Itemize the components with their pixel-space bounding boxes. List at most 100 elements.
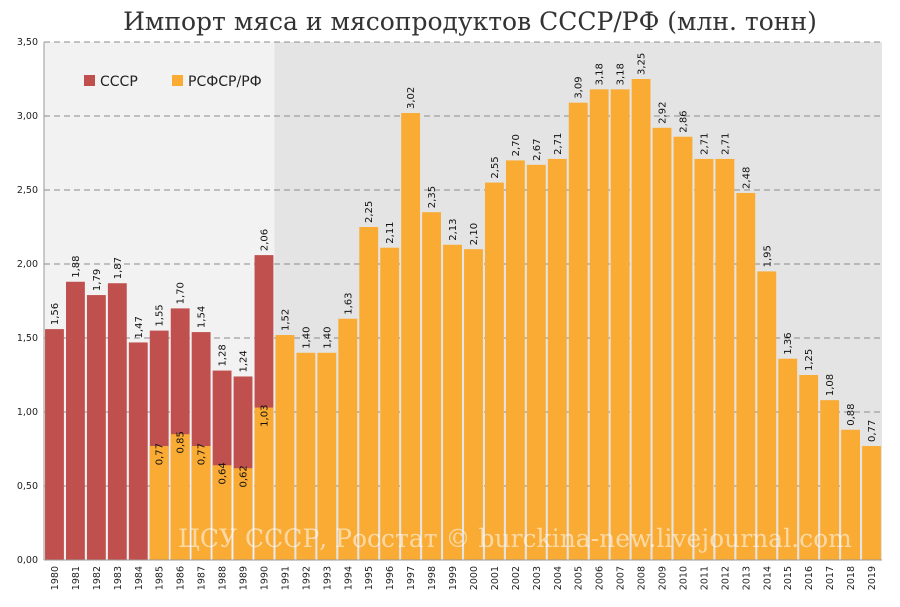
- y-tick-label: 2,00: [17, 259, 38, 270]
- x-tick-label: 1995: [364, 566, 375, 590]
- data-label-rf-2004: 2,71: [553, 133, 564, 155]
- legend-label-2: РСФСР/РФ: [188, 74, 262, 90]
- data-label-rf-2017: 1,08: [825, 374, 836, 396]
- bars: [45, 79, 881, 561]
- x-tick-label: 2009: [658, 566, 669, 590]
- x-tick-label: 2007: [616, 566, 627, 590]
- x-tick-label: 2004: [553, 566, 564, 590]
- x-tick-label: 2018: [846, 566, 857, 590]
- axes: 0,00 0,50 1,00 1,50 2,00 2,50 3,00 3,50 1980 1981…: [17, 37, 882, 590]
- data-label-rf-1996: 2,11: [385, 221, 396, 243]
- x-tick-label: 1983: [113, 566, 124, 590]
- y-tick-label: 1,50: [17, 333, 38, 344]
- data-label-rf-1987: 0,77: [197, 443, 208, 465]
- x-tick-label: 2014: [762, 566, 773, 590]
- data-label-rf-1989: 0,62: [239, 465, 250, 487]
- bar-rf-2009: [652, 127, 672, 560]
- legend-swatch-2: [172, 75, 183, 86]
- x-tick-label: 2000: [469, 566, 480, 590]
- data-label-rf-2003: 2,67: [532, 139, 543, 161]
- bar-rf-2017: [820, 400, 840, 560]
- bar-ussr-1981: [65, 281, 85, 560]
- bar-rf-1995: [359, 227, 379, 560]
- bar-rf-2001: [484, 182, 504, 560]
- data-label-rf-1985: 0,77: [155, 443, 166, 465]
- data-label-rf-2010: 2,86: [678, 110, 689, 132]
- bar-rf-1993: [317, 352, 337, 560]
- data-label-rf-2000: 2,10: [469, 223, 480, 245]
- bar-rf-2008: [631, 79, 651, 560]
- x-tick-label: 2008: [637, 566, 648, 590]
- bar-rf-1999: [443, 244, 462, 560]
- bar-ussr-1982: [86, 295, 106, 560]
- x-tick-label: 1985: [155, 566, 166, 590]
- x-tick-label: 2002: [511, 566, 522, 590]
- bar-rf-1988: [212, 465, 232, 560]
- x-tick-label: 1987: [197, 566, 208, 590]
- bar-rf-1986: [170, 434, 190, 560]
- bar-rf-2015: [778, 358, 798, 560]
- background-layer: [44, 42, 882, 560]
- bar-rf-1991: [275, 335, 295, 560]
- data-label-rf-2006: 3,18: [595, 63, 606, 85]
- x-tick-label: 1986: [176, 566, 187, 590]
- data-label-ussr-1986: 1,70: [176, 282, 187, 304]
- bar-rf-1997: [401, 113, 421, 560]
- x-tick-label: 2010: [678, 566, 689, 590]
- bar-rf-1990: [254, 407, 274, 560]
- data-label-rf-1999: 2,13: [448, 218, 459, 240]
- legend: СССР РСФСР/РФ: [84, 74, 262, 90]
- x-tick-label: 2019: [867, 566, 878, 590]
- data-label-rf-2018: 0,88: [846, 403, 857, 425]
- data-label-rf-2016: 1,25: [804, 349, 815, 371]
- x-tick-label: 1998: [427, 566, 438, 590]
- data-label-rf-2005: 3,09: [574, 76, 585, 98]
- data-label-rf-2019: 0,77: [867, 420, 878, 442]
- data-label-rf-2011: 2,71: [699, 133, 710, 155]
- data-label-rf-2014: 1,95: [762, 245, 773, 267]
- data-label-rf-2015: 1,36: [783, 332, 794, 354]
- data-label-ussr-1985: 1,55: [155, 304, 166, 326]
- bar-rf-1985: [149, 446, 169, 560]
- x-tick-label: 1990: [259, 566, 270, 590]
- x-tick-label: 1980: [50, 566, 61, 590]
- bar-ussr-1980: [45, 329, 64, 560]
- bar-ussr-1984: [128, 342, 148, 560]
- data-label-rf-2007: 3,18: [616, 63, 627, 85]
- x-tick-label: 2003: [532, 566, 543, 590]
- bar-rf-1994: [338, 318, 358, 560]
- x-tick-label: 1991: [280, 566, 291, 590]
- bar-rf-2018: [841, 429, 861, 560]
- y-tick-label: 1,00: [17, 407, 38, 418]
- data-label-rf-2009: 2,92: [658, 102, 669, 124]
- x-tick-label: 1994: [343, 566, 354, 590]
- bar-rf-2014: [757, 271, 777, 560]
- data-label-ussr-1982: 1,79: [92, 269, 103, 291]
- y-tick-label: 0,50: [17, 481, 38, 492]
- bar-rf-2016: [799, 375, 819, 560]
- data-labels: 1,56 1,88 1,79 1,87 1,47 1,55 0,77 1,70 0,85 1,54…: [50, 53, 878, 488]
- data-label-rf-1986: 0,85: [176, 431, 187, 453]
- data-label-rf-1992: 1,40: [301, 327, 312, 349]
- x-tick-label: 1999: [448, 566, 459, 590]
- data-label-rf-2012: 2,71: [720, 133, 731, 155]
- legend-label-1: СССР: [100, 74, 138, 90]
- bar-rf-2002: [505, 160, 525, 560]
- x-tick-label: 1989: [239, 566, 250, 590]
- data-label-rf-2008: 3,25: [637, 53, 648, 75]
- data-label-rf-1991: 1,52: [280, 309, 291, 331]
- data-label-ussr-1987: 1,54: [197, 306, 208, 328]
- y-tick-label: 2,50: [17, 185, 38, 196]
- y-tick-label: 3,50: [17, 37, 38, 48]
- data-label-ussr-1989: 1,24: [239, 350, 250, 372]
- data-label-rf-2013: 2,48: [741, 167, 752, 189]
- data-label-ussr-1981: 1,88: [71, 255, 82, 277]
- x-tick-label: 2005: [574, 566, 585, 590]
- data-label-ussr-1983: 1,87: [113, 257, 124, 279]
- bar-rf-2003: [526, 164, 546, 560]
- bar-rf-1989: [233, 468, 253, 560]
- data-label-rf-1993: 1,40: [322, 327, 333, 349]
- x-tick-label: 2017: [825, 566, 836, 590]
